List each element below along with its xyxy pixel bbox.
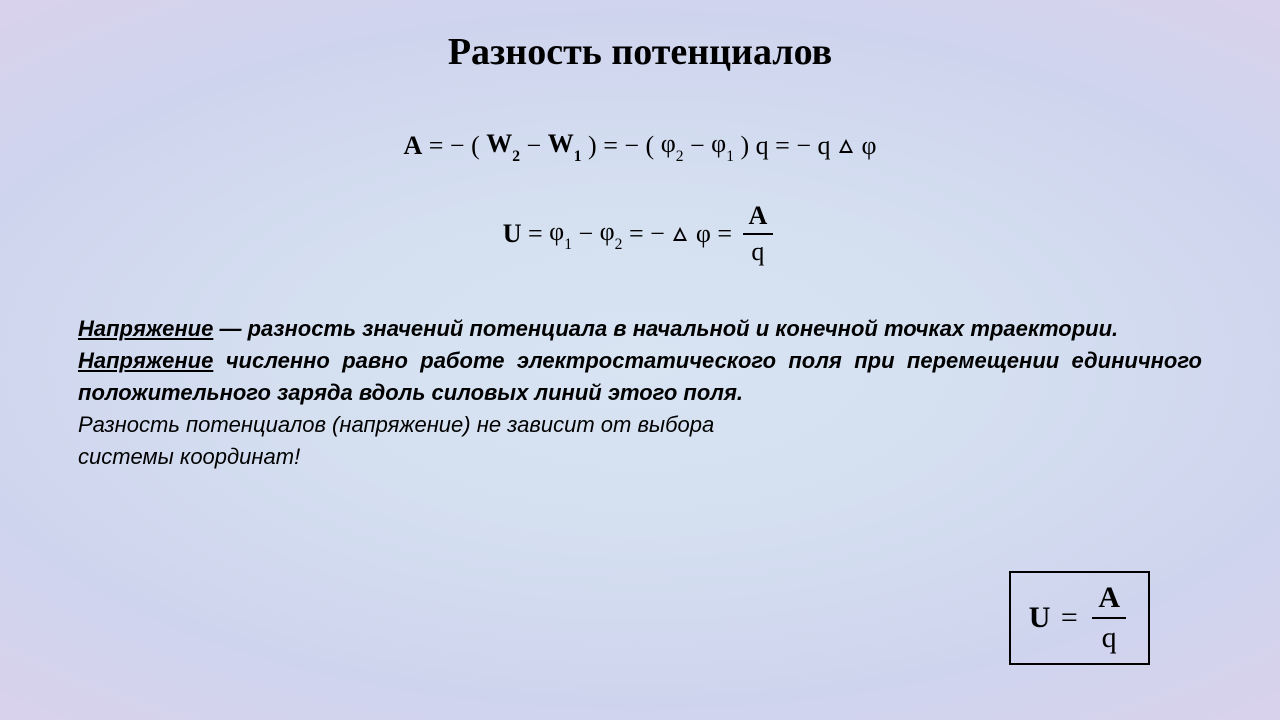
note-line-2: системы координат! [78, 441, 1202, 473]
definition-2: Напряжение численно равно работе электро… [78, 345, 1202, 409]
sym-phi1: φ1 [711, 129, 734, 163]
formula-block: A = − ( W2 − W1 ) = − ( φ2 − φ1 ) q = − … [0, 129, 1280, 265]
formula-2: U = φ1 − φ2 = − φ = A q [503, 203, 778, 265]
def2-rest: численно равно работе электростатическог… [78, 348, 1202, 405]
page-title: Разность потенциалов [0, 0, 1280, 74]
sym-phi1: φ1 [549, 217, 572, 251]
sym-neg: − ( [624, 131, 654, 161]
sym-U: U [1029, 601, 1051, 635]
sym-eq: = [717, 219, 732, 249]
fraction-numerator: A [743, 203, 774, 233]
sym-minus: − [578, 219, 593, 249]
sym-close: ) [588, 131, 597, 161]
fraction-denominator: q [745, 235, 770, 265]
body-text: Напряжение — разность значений потенциал… [0, 313, 1280, 472]
fraction-numerator: A [1092, 583, 1126, 617]
sym-phi: φ [696, 219, 711, 249]
note-line-1: Разность потенциалов (напряжение) не зав… [78, 409, 1202, 441]
sym-phi2: φ2 [600, 217, 623, 251]
sym-minus: − [690, 131, 705, 161]
def1-rest: — разность значений потенциала в начальн… [213, 316, 1118, 341]
sym-eq: = [603, 131, 618, 161]
sym-minus: − [527, 131, 542, 161]
sym-negq: − q [796, 131, 830, 161]
fraction-A-over-q: A q [743, 203, 774, 265]
sym-q: q [756, 131, 769, 161]
delta-icon [839, 139, 853, 153]
term-voltage: Напряжение [78, 348, 213, 373]
sym-eq: = [429, 131, 444, 161]
sym-eq: = [1061, 601, 1078, 635]
sym-U: U [503, 219, 522, 249]
formula-1: A = − ( W2 − W1 ) = − ( φ2 − φ1 ) q = − … [403, 129, 876, 163]
sym-eq: = [629, 219, 644, 249]
sym-neg: − [650, 219, 665, 249]
delta-icon [673, 227, 687, 241]
sym-eq: = [775, 131, 790, 161]
sym-eq: = [528, 219, 543, 249]
sym-neg: − ( [450, 131, 480, 161]
term-voltage: Напряжение [78, 316, 213, 341]
sym-phi2: φ2 [661, 129, 684, 163]
sym-A: A [403, 131, 422, 161]
sym-W2: W2 [486, 129, 520, 163]
boxed-formula: U = A q [1009, 571, 1150, 665]
sym-W1: W1 [548, 129, 582, 163]
sym-close: ) [740, 131, 749, 161]
definition-1: Напряжение — разность значений потенциал… [78, 313, 1202, 345]
fraction-A-over-q: A q [1092, 583, 1126, 653]
sym-phi: φ [862, 131, 877, 161]
fraction-denominator: q [1096, 619, 1123, 653]
